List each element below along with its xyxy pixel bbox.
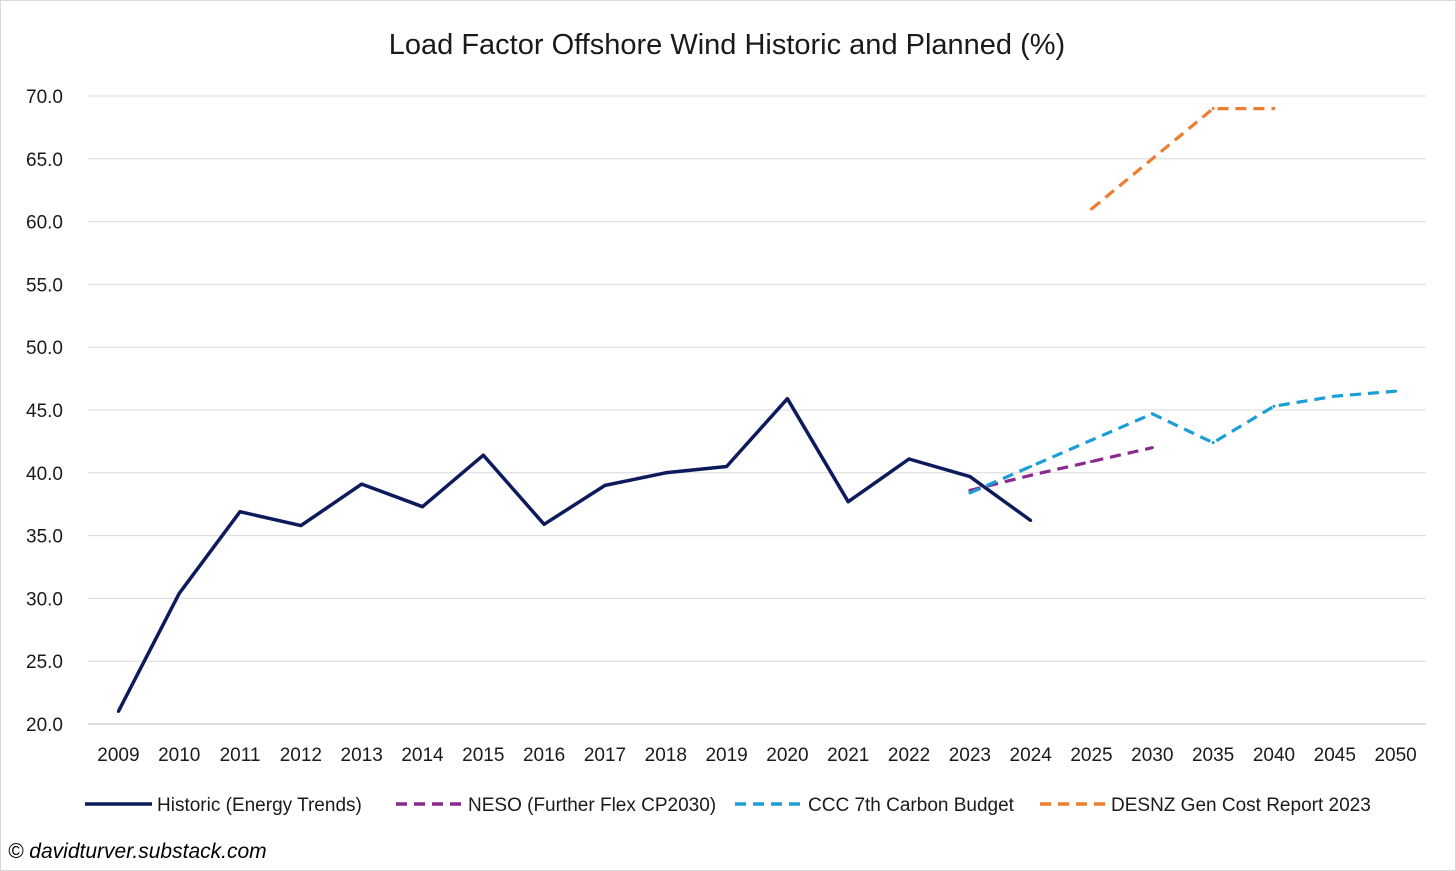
y-axis-ticks: 20.0 25.0 30.0 35.0 40.0 45.0 50.0 55.0 60.0 65.0… xyxy=(26,87,63,736)
legend-label: CCC 7th Carbon Budget xyxy=(808,795,1015,816)
data-point xyxy=(1150,157,1154,161)
data-point xyxy=(1272,107,1276,111)
x-tick-label: 2050 xyxy=(1374,745,1416,766)
data-point xyxy=(1090,459,1093,463)
data-point xyxy=(360,482,364,486)
x-tick-label: 2020 xyxy=(766,745,808,766)
x-tick-label: 2019 xyxy=(705,745,747,766)
x-tick-label: 2012 xyxy=(280,745,322,766)
x-tick-label: 2045 xyxy=(1314,745,1356,766)
data-point xyxy=(1090,438,1093,442)
x-tick-label: 2025 xyxy=(1070,745,1112,766)
y-tick-label: 20.0 xyxy=(26,715,63,736)
data-point xyxy=(664,471,668,475)
data-point xyxy=(1333,394,1337,398)
y-tick-label: 25.0 xyxy=(26,652,63,673)
data-point xyxy=(785,397,789,401)
data-point xyxy=(846,500,850,504)
data-point xyxy=(968,475,972,479)
data-point xyxy=(907,457,911,461)
y-tick-label: 30.0 xyxy=(26,589,63,610)
data-point xyxy=(1394,389,1398,393)
y-tick-label: 35.0 xyxy=(26,527,63,548)
series-line xyxy=(969,446,1153,492)
data-point xyxy=(177,591,181,595)
data-point xyxy=(1272,404,1276,408)
chart-title: Load Factor Offshore Wind Historic and P… xyxy=(389,29,1065,61)
data-point xyxy=(1029,465,1033,469)
series-line xyxy=(969,389,1396,495)
x-tick-label: 2022 xyxy=(888,745,930,766)
data-point xyxy=(299,524,303,528)
y-tick-label: 45.0 xyxy=(26,401,63,422)
x-tick-label: 2010 xyxy=(158,745,200,766)
x-tick-label: 2021 xyxy=(827,745,869,766)
x-tick-label: 2011 xyxy=(220,745,261,766)
data-point xyxy=(1150,446,1154,450)
series-lines xyxy=(116,107,1398,713)
legend-label: NESO (Further Flex CP2030) xyxy=(468,795,716,816)
x-tick-label: 2018 xyxy=(645,745,687,766)
legend-label: Historic (Energy Trends) xyxy=(157,795,362,816)
data-point xyxy=(1211,441,1215,445)
data-point xyxy=(603,483,607,487)
x-tick-label: 2035 xyxy=(1192,745,1234,766)
data-point xyxy=(1211,107,1215,111)
data-point xyxy=(421,505,424,509)
x-tick-label: 2016 xyxy=(523,745,565,766)
data-point xyxy=(968,491,972,495)
y-tick-label: 50.0 xyxy=(26,338,63,359)
x-tick-label: 2023 xyxy=(949,745,991,766)
x-tick-label: 2024 xyxy=(1010,745,1053,766)
series-line xyxy=(116,396,1032,713)
data-point xyxy=(116,709,120,713)
x-tick-label: 2040 xyxy=(1253,745,1295,766)
y-tick-label: 70.0 xyxy=(26,87,63,108)
x-tick-label: 2017 xyxy=(584,745,626,766)
x-tick-label: 2015 xyxy=(462,745,504,766)
x-tick-label: 2009 xyxy=(97,745,139,766)
data-point xyxy=(542,522,546,526)
y-tick-label: 40.0 xyxy=(26,464,63,485)
credit-text: © davidturver.substack.com xyxy=(8,840,267,863)
series-line xyxy=(1090,107,1274,211)
x-tick-label: 2013 xyxy=(341,745,383,766)
legend-label: DESNZ Gen Cost Report 2023 xyxy=(1111,795,1371,816)
y-tick-label: 60.0 xyxy=(26,213,63,234)
data-point xyxy=(481,453,485,457)
data-point xyxy=(238,510,242,514)
legend: Historic (Energy Trends) NESO (Further Fl… xyxy=(85,795,1371,816)
y-tick-label: 55.0 xyxy=(26,275,63,296)
data-point xyxy=(1150,412,1154,416)
data-point xyxy=(725,465,729,469)
data-point xyxy=(1029,473,1033,477)
gridlines xyxy=(88,95,1426,725)
data-point xyxy=(1029,519,1033,523)
x-tick-label: 2030 xyxy=(1131,745,1173,766)
data-point xyxy=(1090,207,1093,211)
x-axis-ticks: 2009 2010 2011 2012 2013 2014 2015 2016 2017 2018… xyxy=(97,745,1416,766)
x-tick-label: 2014 xyxy=(401,745,444,766)
y-tick-label: 65.0 xyxy=(26,150,63,171)
